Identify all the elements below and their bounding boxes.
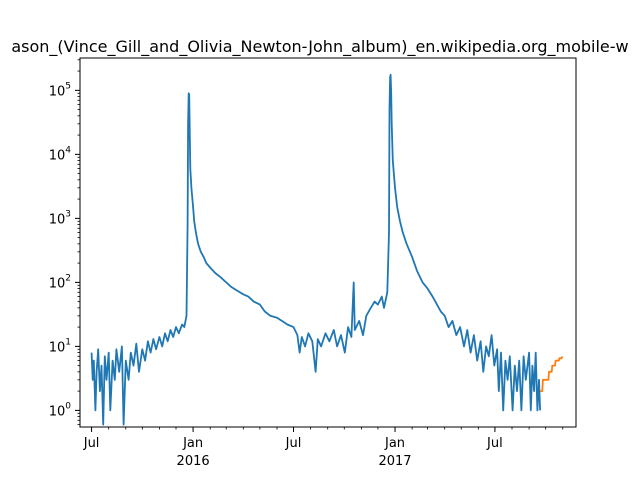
y-tick-base: 10 (49, 212, 66, 227)
x-tick-label: Jan (384, 436, 405, 451)
y-tick-label: 100 (49, 401, 72, 419)
y-tick-label: 103 (49, 209, 71, 227)
y-tick-base: 10 (49, 276, 66, 291)
x-tick-label: Jul (486, 436, 503, 451)
y-tick-base: 10 (49, 148, 66, 163)
y-tick-label: 102 (49, 273, 71, 291)
series-layer (90, 73, 564, 426)
y-tick-exponent: 2 (65, 273, 71, 283)
y-tick-label: 105 (49, 81, 71, 99)
y-tick-label: 101 (49, 337, 71, 355)
series-line-1 (90, 73, 541, 426)
y-tick-base: 10 (49, 84, 66, 99)
x-tick-label: Jul (285, 436, 302, 451)
y-tick-base: 10 (49, 340, 66, 355)
chart-title: ason_(Vince_Gill_and_Olivia_Newton-John_… (11, 37, 628, 57)
y-tick-exponent: 0 (65, 401, 71, 411)
x-tick-year-label: 2017 (378, 454, 411, 469)
y-tick-exponent: 4 (65, 145, 71, 155)
series-line-2 (540, 356, 564, 392)
x-tick-year-label: 2016 (177, 454, 210, 469)
y-tick-base: 10 (49, 404, 66, 419)
y-tick-exponent: 3 (65, 209, 71, 219)
y-tick-label: 104 (49, 145, 72, 163)
y-tick-exponent: 5 (65, 81, 71, 91)
x-tick-label: Jul (83, 436, 100, 451)
x-tick-label: Jan (182, 436, 203, 451)
y-tick-exponent: 1 (65, 337, 71, 347)
plot-frame (79, 57, 577, 428)
